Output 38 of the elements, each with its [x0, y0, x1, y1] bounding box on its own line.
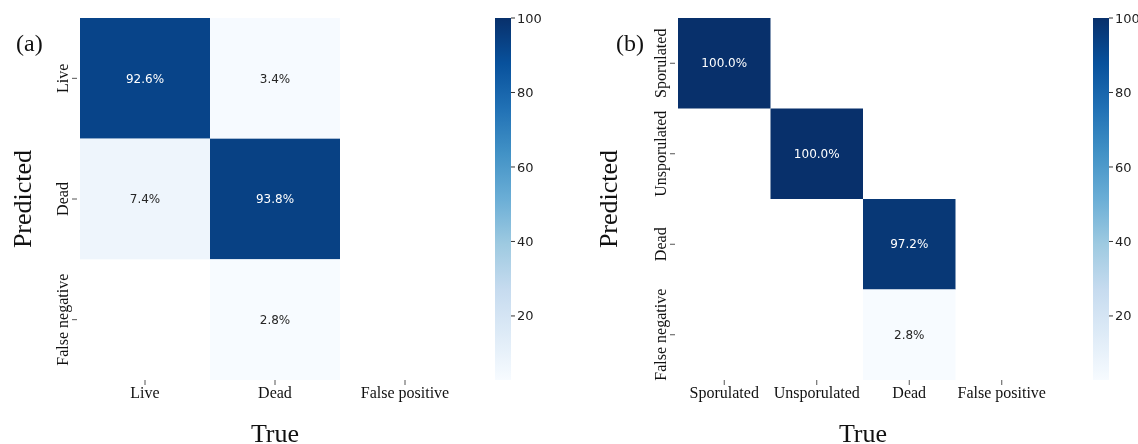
data-label: 93.8% [255, 192, 295, 207]
x-tick-label: Dead [258, 384, 292, 402]
x-axis-title: True [250, 419, 300, 444]
x-axis-title: True [838, 419, 888, 444]
y-axis-title: Predicted [594, 149, 624, 249]
y-tick-label: False negative [652, 288, 670, 381]
x-tick-label: Unsporulated [773, 384, 860, 403]
y-tick-label: Live [54, 63, 71, 93]
data-label: 2.8% [259, 312, 291, 327]
y-axis-title: Predicted [8, 149, 38, 249]
data-label: 2.8% [894, 327, 925, 342]
y-tick-label: Sporulated [652, 28, 670, 98]
y-tick-label: False negative [54, 273, 72, 366]
color-bar-label: 40 [1115, 234, 1132, 250]
data-label: 7.4% [129, 192, 161, 207]
data-label: 3.4% [259, 71, 291, 86]
color-bar-label: 80 [1115, 85, 1132, 101]
text: (a) [16, 30, 43, 57]
y-tick-label: Unsporulated [652, 110, 670, 197]
data-label: 100.0% [793, 146, 840, 161]
x-tick-label: Live [130, 384, 160, 402]
data-label: 92.6% [125, 71, 165, 86]
y-tick-label: Dead [54, 182, 71, 216]
color-bar-label: 60 [1115, 159, 1132, 175]
text: (b) [616, 30, 644, 57]
color-bar-label: 100 [517, 10, 542, 26]
data-label: 100.0% [701, 56, 748, 71]
x-tick-label: Sporulated [689, 384, 759, 403]
y-tick-label: Dead [652, 227, 669, 262]
color-bar-label: 20 [517, 308, 534, 324]
x-tick-label: False positive [957, 384, 1046, 403]
x-tick-label: Dead [892, 384, 927, 402]
color-bar-label: 80 [517, 85, 534, 101]
x-tick-label: False positive [360, 384, 450, 403]
color-bar-label: 40 [517, 234, 534, 250]
color-bar-label: 20 [1115, 308, 1132, 324]
color-bar-label: 60 [517, 159, 534, 175]
data-label: 97.2% [890, 237, 929, 252]
